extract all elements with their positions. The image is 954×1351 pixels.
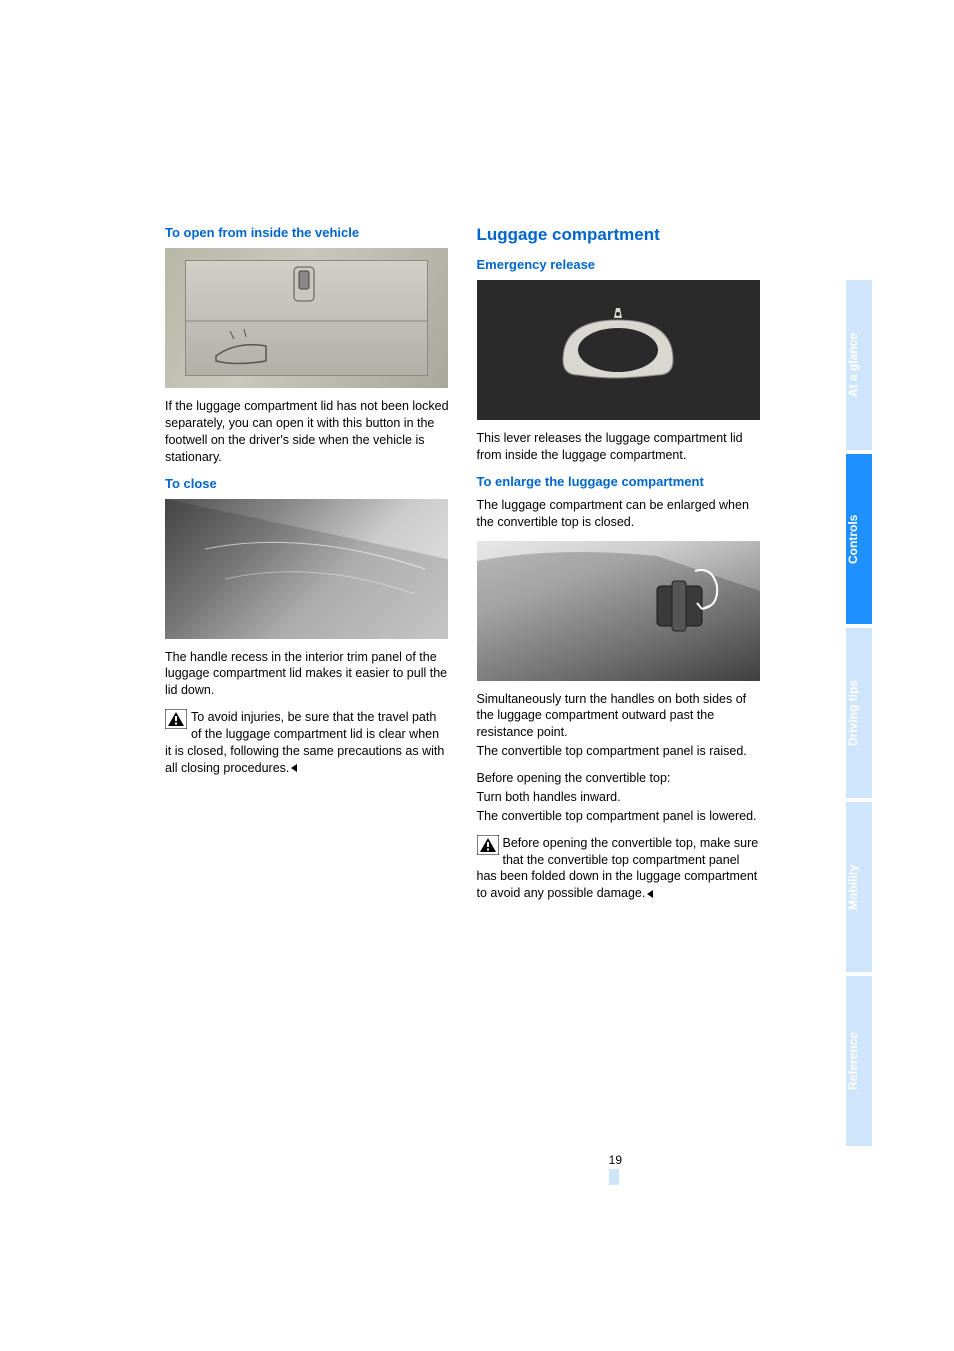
end-mark-icon — [291, 764, 297, 772]
figure-footwell-panel — [185, 260, 428, 376]
tab-controls[interactable]: Controls — [846, 454, 872, 624]
page-marker — [609, 1169, 619, 1185]
tab-reference[interactable]: Reference — [846, 976, 872, 1146]
tab-driving-tips[interactable]: Driving tips — [846, 628, 872, 798]
paragraph-panel-raised: The convertible top compartment panel is… — [477, 743, 761, 760]
emergency-lever-illustration — [548, 300, 688, 400]
two-column-layout: To open from inside the vehicle MV071ZHC… — [165, 225, 760, 902]
warning-text: Before opening the convertible top, make… — [477, 836, 759, 901]
side-tabs: At a glance Controls Driving tips Mobili… — [846, 280, 872, 1150]
paragraph-turn-handles: Simultaneously turn the handles on both … — [477, 691, 761, 742]
tab-at-a-glance[interactable]: At a glance — [846, 280, 872, 450]
warning-icon — [477, 835, 499, 855]
figure-enlarge-compartment: MV018HCBA — [477, 541, 760, 681]
paragraph-panel-lowered: The convertible top compartment panel is… — [477, 808, 761, 825]
figure-close-lid: MV091HCBA — [165, 499, 448, 639]
figure-emergency-release: MV011LICBA — [477, 280, 760, 420]
heading-open-inside: To open from inside the vehicle — [165, 225, 449, 240]
warning-close-lid: To avoid injuries, be sure that the trav… — [165, 709, 449, 777]
heading-luggage-compartment: Luggage compartment — [477, 225, 761, 245]
footwell-illustration — [186, 261, 427, 375]
tab-mobility[interactable]: Mobility — [846, 802, 872, 972]
right-column: Luggage compartment Emergency release MV… — [477, 225, 761, 902]
paragraph-handle-recess: The handle recess in the interior trim p… — [165, 649, 449, 700]
heading-enlarge-compartment: To enlarge the luggage compartment — [477, 474, 761, 489]
left-column: To open from inside the vehicle MV071ZHC… — [165, 225, 449, 902]
warning-convertible-top: Before opening the convertible top, make… — [477, 835, 761, 903]
paragraph-before-opening: Before opening the convertible top: — [477, 770, 761, 787]
lid-illustration — [165, 499, 448, 639]
figure-footwell-button: MV071ZHCBA — [165, 248, 448, 388]
paragraph-enlarge-intro: The luggage compartment can be enlarged … — [477, 497, 761, 531]
page-number: 19 — [609, 1153, 622, 1167]
warning-icon — [165, 709, 187, 729]
compartment-illustration — [477, 541, 760, 681]
page-content: To open from inside the vehicle MV071ZHC… — [165, 225, 760, 902]
paragraph-open-inside: If the luggage compartment lid has not b… — [165, 398, 449, 466]
heading-emergency-release: Emergency release — [477, 257, 761, 272]
heading-to-close: To close — [165, 476, 449, 491]
paragraph-emergency-release: This lever releases the luggage compartm… — [477, 430, 761, 464]
end-mark-icon — [647, 890, 653, 898]
warning-text: To avoid injuries, be sure that the trav… — [165, 710, 444, 775]
paragraph-turn-inward: Turn both handles inward. — [477, 789, 761, 806]
